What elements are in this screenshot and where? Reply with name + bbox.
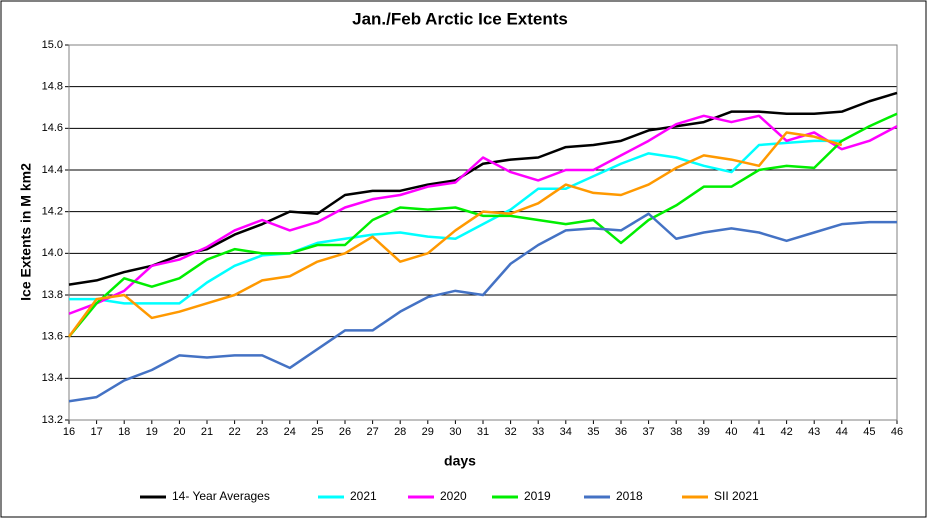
y-tick-label: 13.2	[42, 414, 63, 426]
x-axis-label: days	[444, 453, 476, 469]
x-tick-label: 37	[642, 426, 654, 438]
x-tick-label: 18	[118, 426, 130, 438]
x-tick-label: 20	[173, 426, 185, 438]
legend-label: SII 2021	[714, 489, 759, 503]
y-tick-label: 14.0	[42, 247, 63, 259]
y-tick-label: 13.8	[42, 289, 63, 301]
x-tick-label: 39	[698, 426, 710, 438]
legend-label: 2019	[524, 489, 551, 503]
x-tick-label: 16	[63, 426, 75, 438]
legend-label: 2020	[440, 489, 467, 503]
chart-title: Jan./Feb Arctic Ice Extents	[352, 9, 568, 28]
legend-label: 2021	[350, 489, 377, 503]
x-tick-label: 42	[780, 426, 792, 438]
x-tick-label: 45	[863, 426, 875, 438]
series-line	[68, 114, 898, 315]
x-tick-label: 26	[339, 426, 351, 438]
y-tick-label: 14.4	[42, 164, 63, 176]
x-tick-label: 36	[615, 426, 627, 438]
x-tick-label: 17	[90, 426, 102, 438]
x-tick-label: 41	[753, 426, 765, 438]
x-tick-label: 25	[311, 426, 323, 438]
x-tick-label: 31	[477, 426, 489, 438]
y-tick-label: 14.8	[42, 81, 63, 93]
x-tick-label: 29	[422, 426, 434, 438]
series-line	[68, 212, 897, 403]
x-tick-label: 35	[587, 426, 599, 438]
x-tick-label: 44	[836, 426, 848, 438]
series-line	[68, 91, 898, 286]
x-tick-label: 30	[449, 426, 461, 438]
x-tick-label: 33	[532, 426, 544, 438]
x-tick-label: 24	[284, 426, 296, 438]
legend-label: 2018	[616, 489, 643, 503]
x-tick-label: 28	[394, 426, 406, 438]
x-tick-label: 32	[504, 426, 516, 438]
x-tick-label: 19	[146, 426, 158, 438]
y-tick-label: 15.0	[42, 39, 63, 51]
series-line	[69, 139, 842, 305]
series-line	[67, 131, 843, 338]
y-tick-label: 13.4	[42, 372, 63, 384]
x-tick-label: 21	[201, 426, 213, 438]
series-line	[68, 112, 898, 338]
x-tick-label: 22	[228, 426, 240, 438]
x-tick-label: 34	[560, 426, 572, 438]
legend-label: 14- Year Averages	[172, 489, 270, 503]
x-tick-label: 46	[891, 426, 903, 438]
plot-area	[68, 44, 898, 421]
x-tick-label: 43	[808, 426, 820, 438]
x-tick-label: 40	[725, 426, 737, 438]
x-tick-label: 38	[670, 426, 682, 438]
y-tick-label: 14.2	[42, 206, 63, 218]
y-tick-label: 13.6	[42, 331, 63, 343]
y-axis-label: Ice Extents in M km2	[18, 163, 34, 301]
x-tick-label: 23	[256, 426, 268, 438]
x-tick-label: 27	[366, 426, 378, 438]
y-tick-label: 14.6	[42, 122, 63, 134]
